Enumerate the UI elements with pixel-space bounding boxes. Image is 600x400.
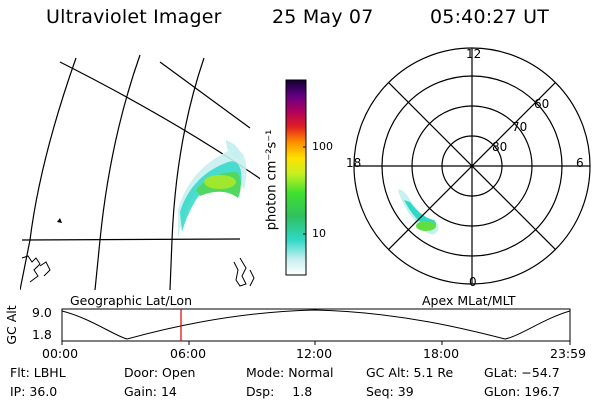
date-label: 25 May 07 xyxy=(272,6,374,28)
colorbar-tick-10: 10 xyxy=(312,227,326,240)
time-tick-0600: 06:00 xyxy=(170,346,207,361)
latitude-line xyxy=(21,238,241,241)
mlat-label-80: 80 xyxy=(492,140,508,154)
longitude-line xyxy=(94,54,141,290)
gc-alt-ylabel: GC Alt xyxy=(3,305,19,345)
time-tick-2359: 23:59 xyxy=(550,346,587,361)
mlt-label-6: 6 xyxy=(576,156,584,170)
apex-label: Apex MLat/MLT xyxy=(422,293,516,308)
longitude-line xyxy=(20,57,77,290)
gc-alt-ytick-low: 1.8 xyxy=(32,327,52,342)
altitude-curve xyxy=(61,309,571,340)
status-glon: GLon: 196.7 xyxy=(484,384,560,399)
time-tick-1200: 12:00 xyxy=(296,346,333,361)
status-dsp: Dsp: 1.8 xyxy=(246,384,313,399)
mlt-label-18: 18 xyxy=(346,156,362,170)
gc-alt-plot xyxy=(61,308,571,345)
mlat-label-70: 70 xyxy=(512,120,528,134)
colorbar xyxy=(286,80,306,275)
status-glat: GLat: −54.7 xyxy=(484,365,560,380)
station-marker xyxy=(57,218,62,223)
status-gain: Gain: 14 xyxy=(124,384,177,399)
aurora-emission-polar xyxy=(398,189,439,235)
mlt-label-12: 12 xyxy=(466,47,482,61)
geographic-label: Geographic Lat/Lon xyxy=(70,293,192,308)
status-ip: IP: 36.0 xyxy=(10,384,58,399)
mlt-label-0: 0 xyxy=(469,275,477,289)
mlat-label-60: 60 xyxy=(534,97,550,111)
geographic-map xyxy=(20,54,260,290)
time-label: 05:40:27 UT xyxy=(430,6,550,28)
colorbar-tick-100: 100 xyxy=(312,140,333,153)
status-door: Door: Open xyxy=(124,365,196,380)
app-title: Ultraviolet Imager xyxy=(46,6,222,28)
status-filter: Flt: LBHL xyxy=(10,365,66,380)
time-tick-0000: 00:00 xyxy=(42,346,79,361)
status-mode: Mode: Normal xyxy=(246,365,334,380)
colorbar-unit-label: photon cm⁻²s⁻¹ xyxy=(264,129,280,231)
gc-alt-ytick-high: 9.0 xyxy=(32,305,52,320)
time-tick-1800: 18:00 xyxy=(423,346,460,361)
status-seq: Seq: 39 xyxy=(366,384,414,399)
coastline xyxy=(21,255,255,287)
aurora-emission xyxy=(178,140,247,238)
apex-polar-plot xyxy=(353,47,591,285)
latitude-line xyxy=(159,61,251,129)
status-gc-alt: GC Alt: 5.1 Re xyxy=(366,365,454,380)
longitude-line xyxy=(169,57,205,290)
